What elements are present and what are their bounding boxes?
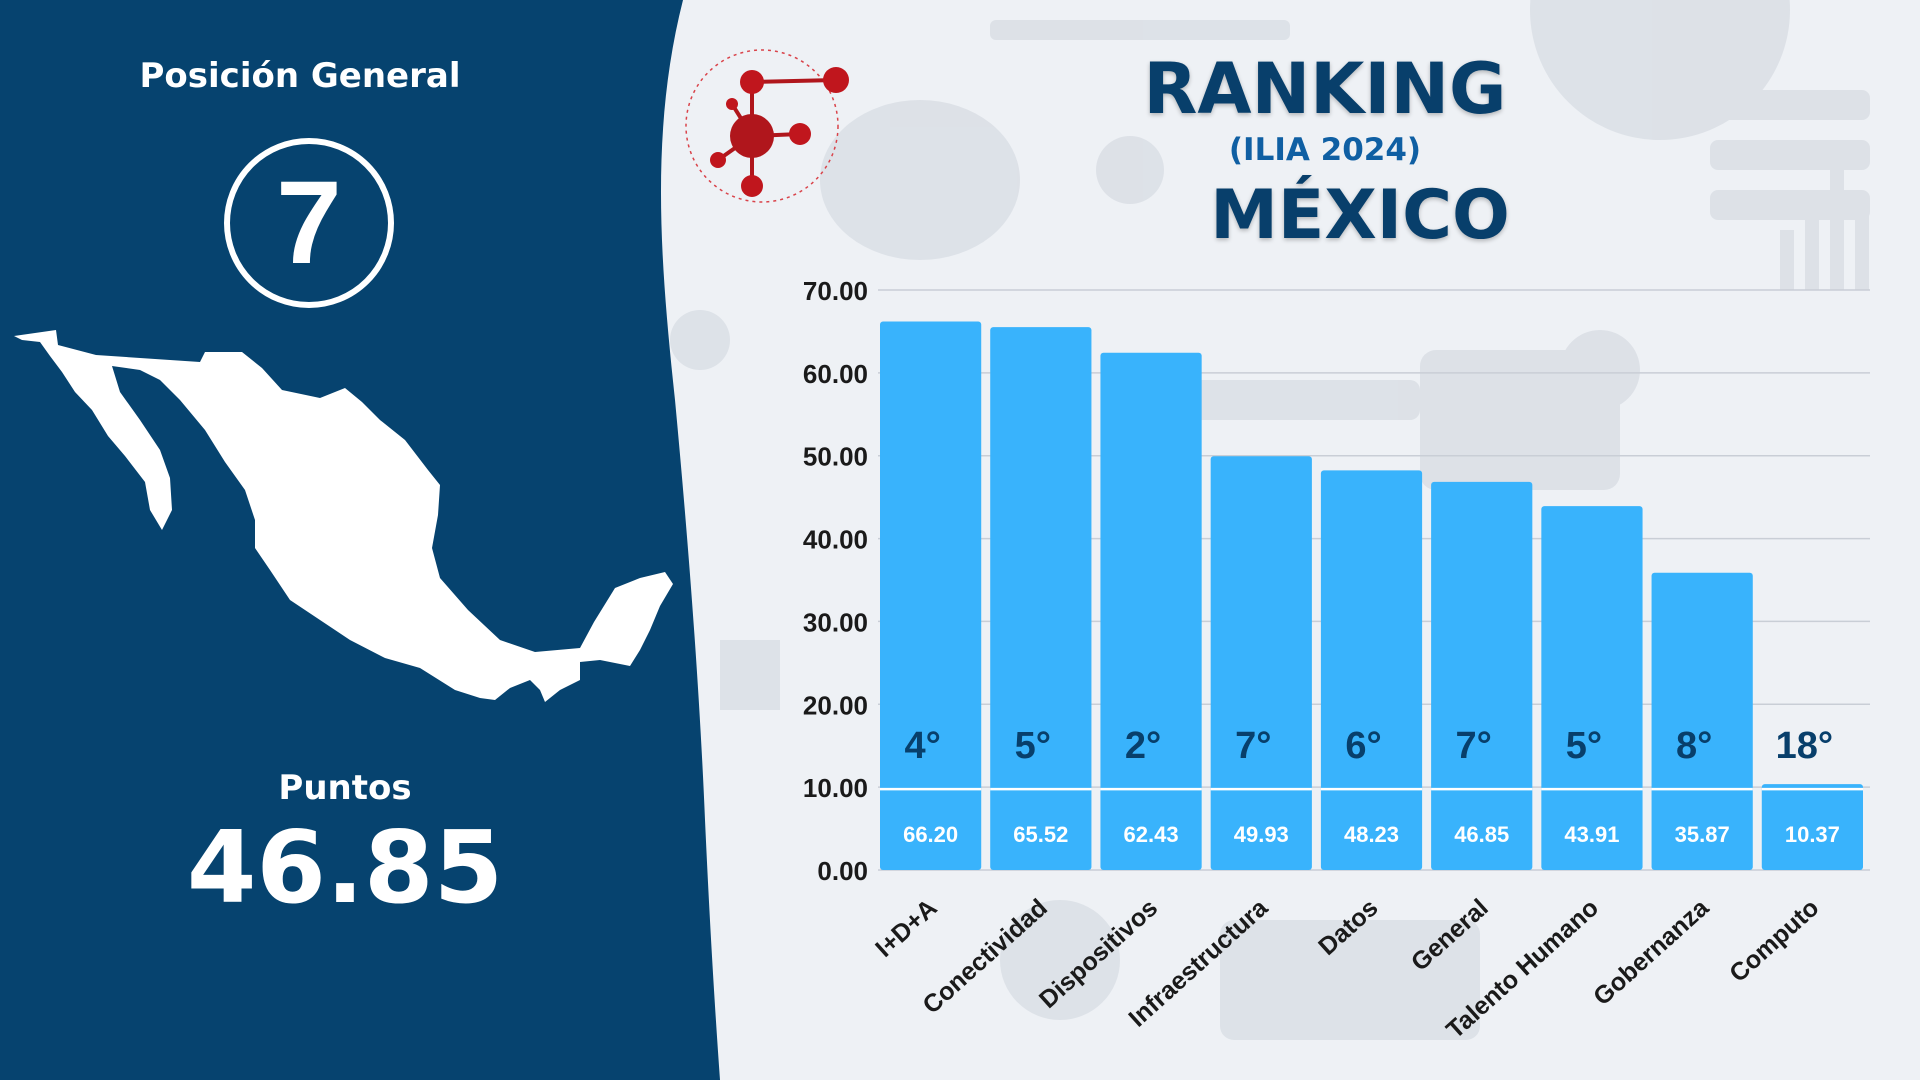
rank-label: 7°	[1456, 725, 1492, 767]
y-tick-label: 30.00	[803, 607, 868, 637]
x-tick-label: I+D+A	[870, 894, 942, 963]
y-tick-label: 60.00	[803, 359, 868, 389]
bar	[1100, 352, 1202, 870]
ranking-bar-chart: 0.00 10.00 20.00 30.00 40.00 50.00 60.00 70.00 6…	[803, 276, 1870, 1044]
x-tick-label: Datos	[1313, 894, 1383, 961]
country-title: MÉXICO	[1210, 176, 1510, 255]
rank-label: 2°	[1125, 725, 1161, 767]
x-tick-label: General	[1406, 894, 1494, 977]
bar	[1210, 456, 1312, 870]
data-label: 46.85	[1454, 822, 1509, 847]
bar	[880, 321, 982, 870]
rank-label: 4°	[904, 725, 940, 767]
y-tick-label: 70.00	[803, 276, 868, 306]
rank-label: 5°	[1015, 725, 1051, 767]
data-label: 35.87	[1675, 822, 1730, 847]
page-title: RANKING	[1143, 48, 1507, 130]
data-label: 10.37	[1785, 822, 1840, 847]
rank-label: 7°	[1235, 725, 1271, 767]
data-label: 65.52	[1013, 822, 1068, 847]
bar	[990, 327, 1092, 870]
rank-label: 5°	[1566, 725, 1602, 767]
mexico-map-icon	[14, 330, 673, 702]
bar	[1320, 470, 1423, 870]
data-label: 49.93	[1234, 822, 1289, 847]
data-label: 48.23	[1344, 822, 1399, 847]
data-label: 66.20	[903, 822, 958, 847]
rank-label: 18°	[1776, 725, 1833, 767]
bar	[1651, 572, 1753, 870]
bar	[1431, 481, 1533, 870]
bar	[1541, 506, 1643, 870]
x-tick-label: Gobernanza	[1588, 893, 1715, 1011]
y-tick-label: 50.00	[803, 442, 868, 472]
bar	[1761, 784, 1863, 870]
rank-label: 6°	[1345, 725, 1381, 767]
points-value: 46.85	[186, 809, 504, 926]
page-subtitle: (ILIA 2024)	[1228, 132, 1422, 168]
y-tick-label: 40.00	[803, 525, 868, 555]
position-label: Posición General	[139, 56, 461, 96]
data-label: 43.91	[1564, 822, 1619, 847]
x-tick-label: Computo	[1724, 894, 1824, 988]
rank-label: 8°	[1676, 725, 1712, 767]
position-value: 7	[224, 138, 394, 308]
data-label: 62.43	[1124, 822, 1179, 847]
y-tick-label: 20.00	[803, 690, 868, 720]
y-tick-label: 10.00	[803, 773, 868, 803]
y-tick-label: 0.00	[817, 856, 868, 886]
molecule-logo-icon	[685, 49, 849, 203]
points-label: Puntos	[278, 768, 412, 808]
